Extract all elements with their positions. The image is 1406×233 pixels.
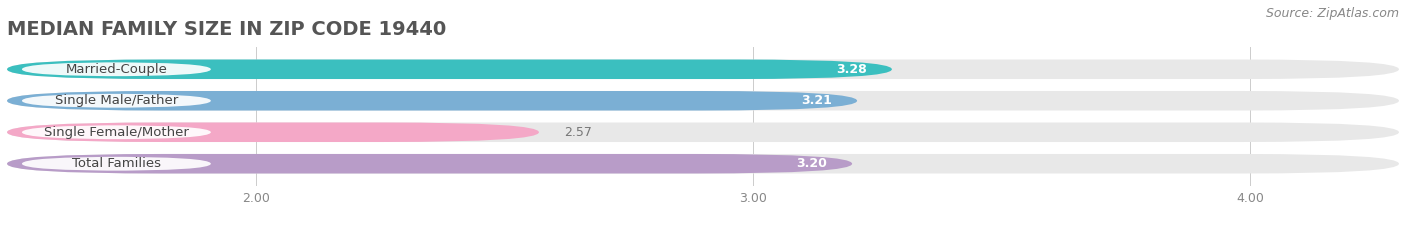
FancyBboxPatch shape [7, 59, 1399, 79]
FancyBboxPatch shape [22, 157, 211, 171]
FancyBboxPatch shape [7, 91, 858, 110]
Text: MEDIAN FAMILY SIZE IN ZIP CODE 19440: MEDIAN FAMILY SIZE IN ZIP CODE 19440 [7, 21, 446, 39]
Text: 3.20: 3.20 [796, 157, 827, 170]
Text: Single Female/Mother: Single Female/Mother [44, 126, 188, 139]
Text: Total Families: Total Families [72, 157, 160, 170]
FancyBboxPatch shape [7, 59, 891, 79]
Text: Single Male/Father: Single Male/Father [55, 94, 179, 107]
Text: 3.21: 3.21 [801, 94, 832, 107]
FancyBboxPatch shape [7, 123, 1399, 142]
Text: 2.57: 2.57 [564, 126, 592, 139]
FancyBboxPatch shape [7, 123, 538, 142]
FancyBboxPatch shape [22, 62, 211, 76]
FancyBboxPatch shape [22, 125, 211, 139]
Text: Source: ZipAtlas.com: Source: ZipAtlas.com [1265, 7, 1399, 20]
Text: Married-Couple: Married-Couple [66, 63, 167, 76]
FancyBboxPatch shape [7, 91, 1399, 110]
FancyBboxPatch shape [7, 154, 852, 174]
FancyBboxPatch shape [7, 154, 1399, 174]
FancyBboxPatch shape [22, 94, 211, 108]
Text: 3.28: 3.28 [837, 63, 868, 76]
